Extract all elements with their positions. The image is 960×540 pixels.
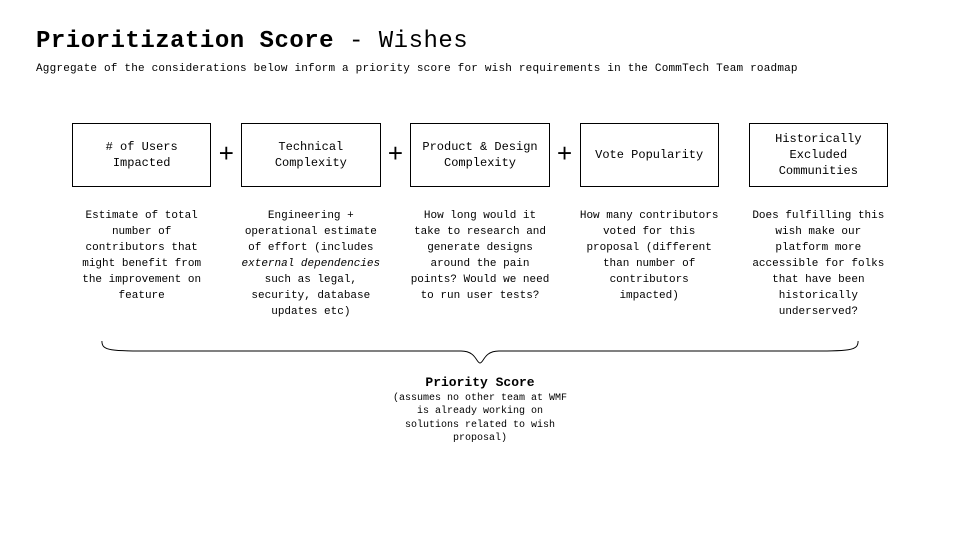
factor-desc-product-design: How long would it take to research and g… [410, 209, 549, 321]
result-note: (assumes no other team at WMF is already… [36, 392, 924, 446]
factor-desc-historically-excluded: Does fulfilling this wish make our platf… [749, 209, 888, 321]
plus-icon: + [550, 142, 580, 168]
factor-box-users: # of Users Impacted [72, 123, 211, 187]
spacer [211, 209, 241, 321]
result-block: Priority Score (assumes no other team at… [36, 375, 924, 446]
factor-box-technical: Technical Complexity [241, 123, 380, 187]
plus-icon: + [211, 142, 241, 168]
spacer [719, 209, 749, 321]
plus-icon: + [381, 142, 411, 168]
brace-container [36, 339, 924, 365]
factor-box-product-design: Product & Design Complexity [410, 123, 549, 187]
description-row: Estimate of total number of contributors… [36, 209, 924, 321]
curly-brace-icon [100, 339, 860, 365]
spacer [380, 209, 410, 321]
result-note-line: (assumes no other team at WMF [393, 393, 567, 404]
result-title: Priority Score [36, 375, 924, 390]
desc-post: such as legal, security, database update… [251, 274, 370, 318]
factor-box-historically-excluded: Historically Excluded Communities [749, 123, 888, 187]
factor-desc-technical: Engineering + operational estimate of ef… [241, 209, 380, 321]
result-note-line: is already working on [417, 406, 543, 417]
title-sep: - [334, 28, 379, 55]
page-root: Prioritization Score - Wishes Aggregate … [0, 0, 960, 446]
factor-row: # of Users Impacted + Technical Complexi… [36, 123, 924, 187]
result-note-line: proposal) [453, 433, 507, 444]
title-bold: Prioritization Score [36, 28, 334, 55]
result-note-line: solutions related to wish [405, 420, 555, 431]
factor-box-vote: Vote Popularity [580, 123, 719, 187]
page-title: Prioritization Score - Wishes [36, 28, 924, 55]
spacer [550, 209, 580, 321]
factor-desc-users: Estimate of total number of contributors… [72, 209, 211, 321]
desc-pre: Engineering + operational estimate of ef… [245, 210, 377, 254]
factor-desc-vote: How many contributors voted for this pro… [580, 209, 719, 321]
page-subtitle: Aggregate of the considerations below in… [36, 63, 924, 75]
title-light: Wishes [379, 28, 468, 55]
desc-em: external dependencies [242, 258, 381, 270]
